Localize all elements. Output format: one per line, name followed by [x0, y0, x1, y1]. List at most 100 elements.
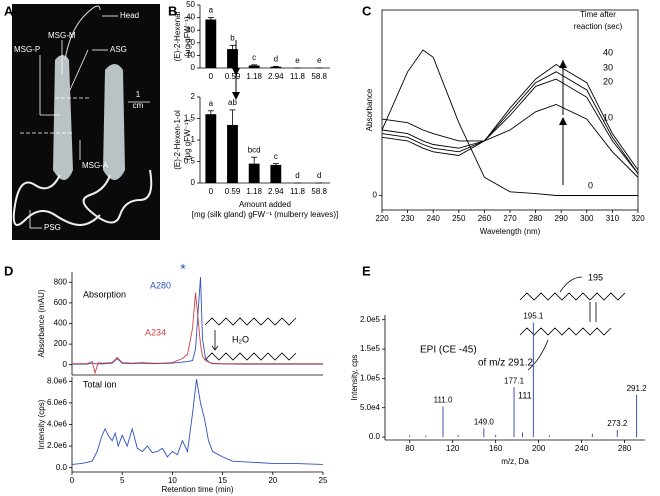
x-tick-label: 300 [580, 214, 594, 223]
annotation: 111 [518, 390, 532, 400]
peak-label: 273.2 [607, 419, 628, 428]
x-tick-label: 0 [70, 476, 75, 485]
y-tick-label: 40 [186, 13, 195, 22]
series-line [381, 63, 639, 171]
annotation: Total ion [83, 379, 117, 389]
y-axis-label: (μg gFW⁻¹) [183, 16, 192, 57]
x-tick-label: 2.94 [268, 72, 284, 81]
psg-coils [12, 169, 153, 227]
series-label: A280 [150, 280, 171, 290]
x-tick-label: 240 [427, 214, 441, 223]
photo-pointers [20, 15, 150, 229]
peak-label: 149.0 [474, 417, 495, 426]
y-tick-label: 2 [191, 92, 196, 101]
series-label: 40 [603, 47, 613, 57]
y-tick-label: 1.5e5 [360, 344, 381, 353]
duct [64, 5, 101, 61]
x-tick-label: 280 [618, 444, 632, 453]
x-tick-label: 120 [446, 444, 460, 453]
x-tick-label: 15 [218, 476, 227, 485]
significance-letter: e [295, 56, 300, 65]
x-tick-label: 200 [532, 444, 546, 453]
peak-label: 195.1 [523, 312, 544, 321]
y-axis-label: Absorbance (mAU) [37, 289, 46, 357]
y-tick-label: 1.0e5 [360, 373, 381, 382]
x-tick-label: 270 [503, 214, 517, 223]
plot-frame [381, 9, 639, 211]
bar [248, 163, 260, 183]
photo-label: cm [133, 101, 144, 110]
structures [204, 276, 626, 371]
x-tick-label: 240 [575, 444, 589, 453]
chart-subtitle: of m/z 291.2 [478, 358, 533, 369]
bar [270, 164, 282, 183]
y-tick-label: 0.5 [184, 157, 196, 166]
gland-right [103, 64, 125, 180]
photo-label: MSG-M [48, 31, 76, 40]
photo-label: 1 [136, 90, 141, 99]
series-label: 0 [588, 180, 593, 190]
y-tick-label: 10 [186, 51, 195, 60]
x-tick-label: 1.18 [246, 187, 262, 196]
x-tick-label: 11.8 [290, 72, 306, 81]
legend-title: reaction (sec) [574, 22, 623, 31]
x-tick-label: 0 [209, 72, 214, 81]
arrowhead [232, 68, 240, 76]
x-tick-label: 20 [268, 476, 277, 485]
bar [227, 49, 238, 68]
series-line [381, 71, 639, 174]
y-tick-label: 400 [54, 319, 68, 328]
x-tick-label: 25 [319, 476, 328, 485]
series-line [381, 49, 638, 196]
annotation: 195 [588, 272, 603, 282]
x-tick-label: 5 [120, 476, 125, 485]
significance-letter: d [274, 54, 278, 63]
significance-letter: ab [228, 98, 237, 107]
series-label: 20 [603, 76, 613, 86]
y-axis-label: (μg gFW⁻¹) [183, 119, 192, 160]
x-axis-label: [mg (silk gland) gFW⁻¹ (mulberry leaves)… [192, 210, 338, 219]
y-tick-label: 8.0e6 [47, 376, 68, 385]
y-axis-label: Intensity (cps) [37, 399, 46, 449]
y-tick-label: 0 [191, 63, 196, 72]
x-axis-label: Retention time (min) [161, 485, 233, 494]
series-line [381, 104, 639, 178]
x-tick-label: 220 [375, 214, 389, 223]
x-tick-label: 2.94 [268, 187, 284, 196]
x-tick-label: 11.8 [290, 187, 306, 196]
x-axis-label: m/z, Da [501, 457, 529, 466]
y-tick-label: 50 [186, 0, 195, 9]
gland-left [53, 55, 73, 180]
series-label: A234 [145, 327, 166, 337]
bar [248, 65, 260, 68]
x-tick-label: 58.8 [311, 187, 327, 196]
y-tick-label: 0.0 [56, 463, 68, 472]
y-tick-label: 6.0e6 [47, 398, 68, 407]
y-tick-label: 0.0 [369, 432, 381, 441]
panel-label: C [362, 3, 372, 18]
y-tick-label: 20 [186, 38, 195, 47]
y-axis-label: (E)-2-Hexenal [173, 11, 182, 61]
panel-label: E [362, 263, 371, 278]
x-tick-label: 160 [489, 444, 503, 453]
x-tick-label: 0.59 [225, 187, 241, 196]
x-tick-label: 320 [631, 214, 645, 223]
bar [227, 124, 238, 183]
x-tick-label: 290 [555, 214, 569, 223]
legend-title: Time after [580, 10, 616, 19]
bar [270, 66, 282, 68]
significance-letter: a [209, 6, 214, 15]
y-tick-label: 1 [191, 135, 196, 144]
x-tick-label: 260 [478, 214, 492, 223]
significance-letter: bcd [248, 145, 261, 154]
series-line [71, 379, 324, 465]
significance-letter: d [317, 171, 321, 180]
x-tick-label: 1.18 [246, 72, 262, 81]
panel-label: A [4, 3, 14, 18]
photo-label: Head [120, 11, 139, 20]
y-tick-label: 600 [54, 298, 68, 307]
photo-label: MSG-P [14, 45, 40, 54]
y-tick-label: 0 [191, 178, 196, 187]
significance-letter: b [230, 33, 235, 42]
y-tick-label: 4.0e6 [47, 420, 68, 429]
